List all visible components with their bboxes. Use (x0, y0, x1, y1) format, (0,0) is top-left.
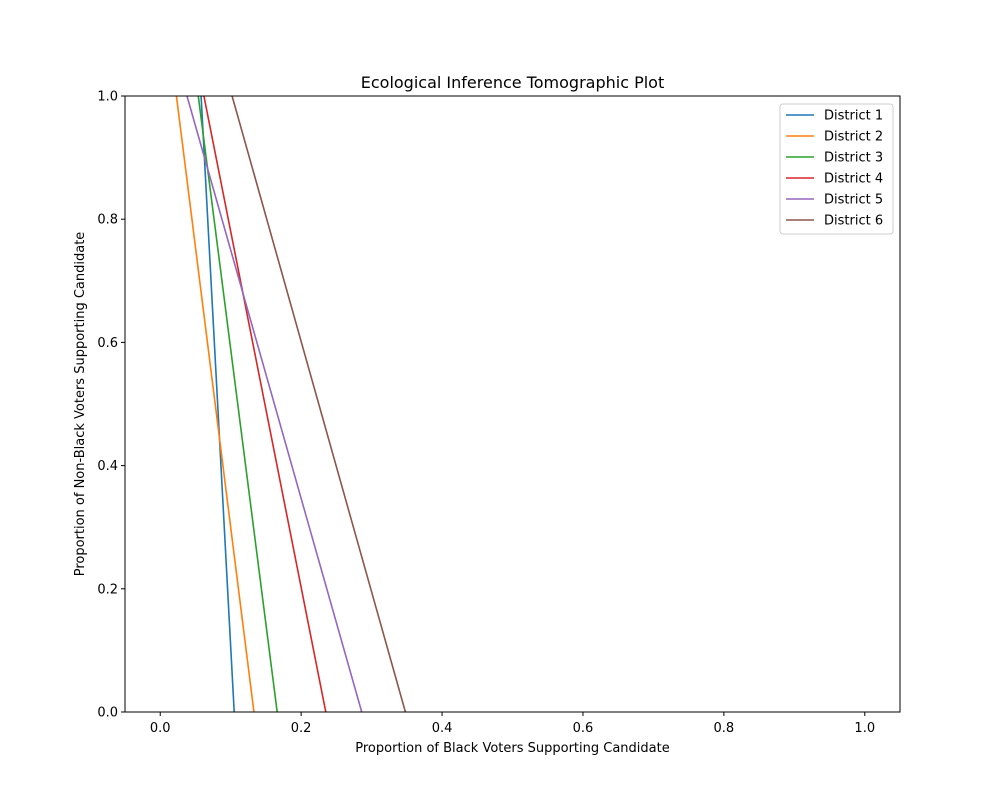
legend-label-district-1: District 1 (824, 109, 883, 124)
legend-label-district-5: District 5 (824, 193, 883, 208)
series-line-district-2 (175, 96, 255, 712)
plot-frame (124, 95, 901, 713)
legend: District 1 District 2 District 3 District 4… (779, 103, 894, 235)
series-line-district-6 (231, 96, 407, 712)
y-axis-label: Proportion of Non-Black Voters Supportin… (73, 232, 88, 577)
y-tick-label: 0.8 (97, 213, 118, 228)
series-line-district-5 (186, 96, 363, 712)
chart-title: Ecological Inference Tomographic Plot (361, 73, 664, 92)
x-tick-label: 0.4 (432, 721, 453, 736)
x-tick-label: 0.2 (291, 721, 312, 736)
x-axis-label: Proportion of Black Voters Supporting Ca… (355, 741, 669, 756)
x-tick-label: 0.8 (714, 721, 735, 736)
y-tick-label: 0.0 (97, 706, 118, 721)
legend-label-district-4: District 4 (824, 172, 883, 187)
y-tick-label: 0.2 (97, 582, 118, 597)
x-tick-label: 0.6 (573, 721, 594, 736)
y-tick-label: 1.0 (97, 90, 118, 105)
series-line-district-1 (200, 96, 235, 712)
x-tick-label: 1.0 (854, 721, 875, 736)
x-axis-ticks: 0.0 0.2 0.4 0.6 0.8 1.0 (150, 712, 875, 736)
legend-label-district-2: District 2 (824, 130, 883, 145)
x-tick-label: 0.0 (150, 721, 171, 736)
series-line-district-4 (203, 96, 327, 712)
y-axis-ticks: 0.0 0.2 0.4 0.6 0.8 1.0 (97, 90, 125, 721)
series-line-district-3 (197, 96, 278, 712)
plot-lines (175, 96, 407, 712)
legend-label-district-6: District 6 (824, 214, 883, 229)
y-tick-label: 0.4 (97, 459, 118, 474)
legend-label-district-3: District 3 (824, 151, 883, 166)
y-tick-label: 0.6 (97, 336, 118, 351)
